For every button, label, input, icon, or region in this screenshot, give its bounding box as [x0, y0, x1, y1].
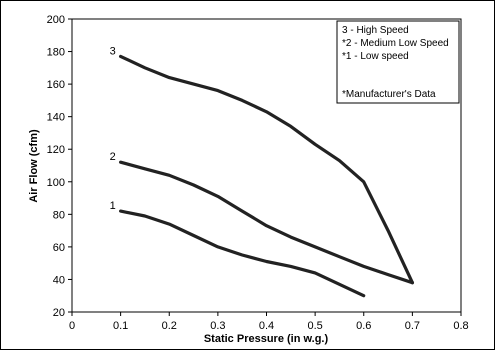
series-line-1 [118, 209, 366, 298]
x-tick-label: 0.3 [210, 320, 225, 332]
x-tick-label: 0.5 [307, 320, 322, 332]
curve-labels: 3 2 1 [110, 45, 116, 212]
y-axis-title: Air Flow (cfm) [28, 129, 40, 203]
legend-box [336, 20, 460, 104]
series-label-2: 2 [110, 151, 116, 163]
y-tick-label: 140 [47, 112, 65, 124]
y-tick-label: 80 [53, 209, 65, 221]
y-tick-label: 180 [47, 47, 65, 59]
series-line-3 [118, 54, 414, 285]
x-tick-label: 0.8 [453, 320, 468, 332]
x-tick-label: 0.4 [259, 320, 274, 332]
y-tick-label: 20 [53, 307, 65, 319]
y-tick-label: 120 [47, 144, 65, 156]
y-axis: 20 40 60 80 100 120 140 160 180 200 [47, 14, 72, 319]
y-tick-label: 60 [53, 242, 65, 254]
airflow-chart: 20 40 60 80 100 120 140 160 180 200 0 0.1 0.2 0.3 0.4… [28, 14, 469, 345]
x-tick-label: 0.1 [113, 320, 128, 332]
legend-entry: *2 - Medium Low Speed [342, 38, 449, 49]
x-tick-label: 0.2 [162, 320, 177, 332]
series-label-3: 3 [110, 45, 116, 57]
y-tick-label: 200 [47, 14, 65, 26]
series-label-1: 1 [110, 200, 116, 212]
legend-entry: *1 - Low speed [342, 51, 409, 62]
x-tick-label: 0 [69, 320, 75, 332]
y-tick-label: 100 [47, 177, 65, 189]
y-tick-label: 40 [53, 274, 65, 286]
x-tick-label: 0.6 [356, 320, 371, 332]
series-line-2 [118, 160, 414, 285]
legend-note: *Manufacturer's Data [342, 89, 436, 100]
legend-entry: 3 - High Speed [342, 25, 409, 36]
x-tick-label: 0.7 [405, 320, 420, 332]
legend: 3 - High Speed *2 - Medium Low Speed *1 … [336, 20, 460, 104]
x-axis-title: Static Pressure (in w.g.) [204, 333, 329, 345]
x-axis: 0 0.1 0.2 0.3 0.4 0.5 0.6 0.7 0.8 [69, 312, 469, 332]
series-lines [118, 54, 414, 298]
y-tick-label: 160 [47, 79, 65, 91]
